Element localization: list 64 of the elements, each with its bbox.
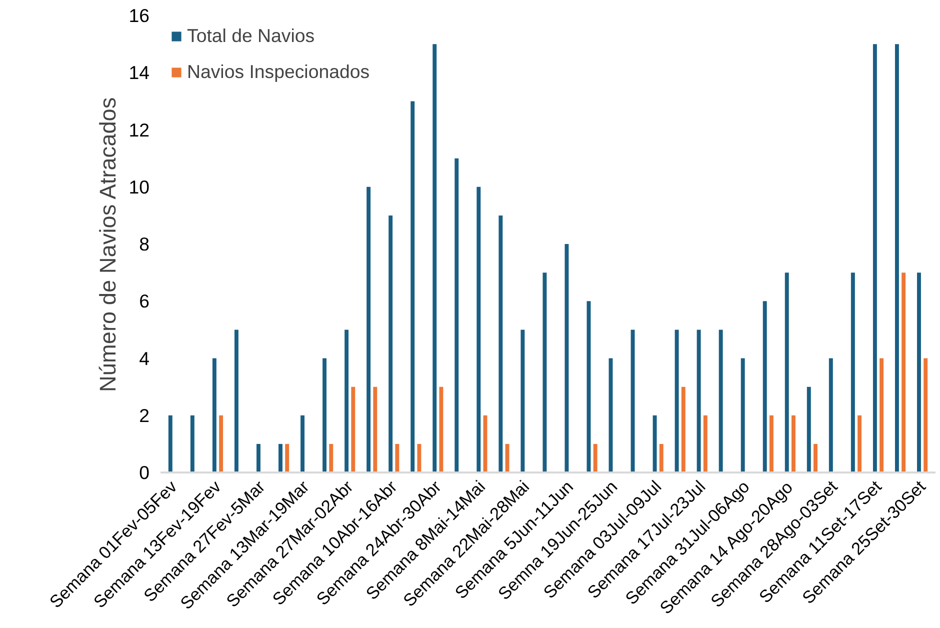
bar [329,444,334,472]
bar [285,444,290,472]
bar [762,301,767,472]
y-tick-label: 12 [128,119,150,140]
bar [858,415,862,472]
bar [718,330,723,472]
bar [792,415,796,472]
bar [924,358,928,472]
bar [740,358,745,472]
bar [894,44,899,472]
bar [652,415,657,472]
legend-label: Navios Inspecionados [187,61,370,83]
y-tick-label: 10 [128,176,150,198]
y-tick-label: 16 [128,5,150,26]
bar [505,444,510,472]
bar [703,415,708,472]
bar [902,272,906,472]
bar [880,358,884,472]
bar [828,358,833,472]
bar [417,444,422,472]
bar [806,386,811,472]
y-tick-label: 2 [139,404,150,426]
y-axis-title: Número de Navios Atracados [94,97,121,392]
bar [564,244,569,472]
bar [410,101,415,472]
bar [322,358,327,472]
bar [190,415,194,472]
bar [168,415,172,472]
bar [769,415,774,472]
bar [681,386,686,472]
bar [439,386,444,472]
y-tick-label: 4 [139,348,150,369]
y-tick-label: 6 [139,290,150,312]
bar [395,444,400,472]
bar [212,358,216,472]
bar [696,330,701,472]
bar [542,272,547,472]
bar [256,444,260,472]
bar [476,186,481,472]
bar [659,444,664,472]
bar [432,44,437,472]
bar [344,330,349,472]
bar [850,272,855,472]
bar [593,444,598,472]
legend-label: Total de Navios [187,25,315,47]
bar [674,330,679,472]
bar [300,415,304,472]
y-tick-label: 0 [139,462,150,483]
bar [351,386,356,472]
bar [498,215,503,472]
bar [872,44,877,472]
bar [814,444,818,472]
bar [373,386,378,472]
y-tick-label: 8 [139,234,150,254]
bar [454,158,459,472]
bar [234,330,238,472]
bar [784,272,789,472]
y-tick-label: 14 [128,62,150,84]
bar [388,215,393,472]
bar [917,272,921,472]
bar [219,415,224,472]
bar [278,444,282,472]
bar [366,186,371,472]
bar [520,330,525,472]
